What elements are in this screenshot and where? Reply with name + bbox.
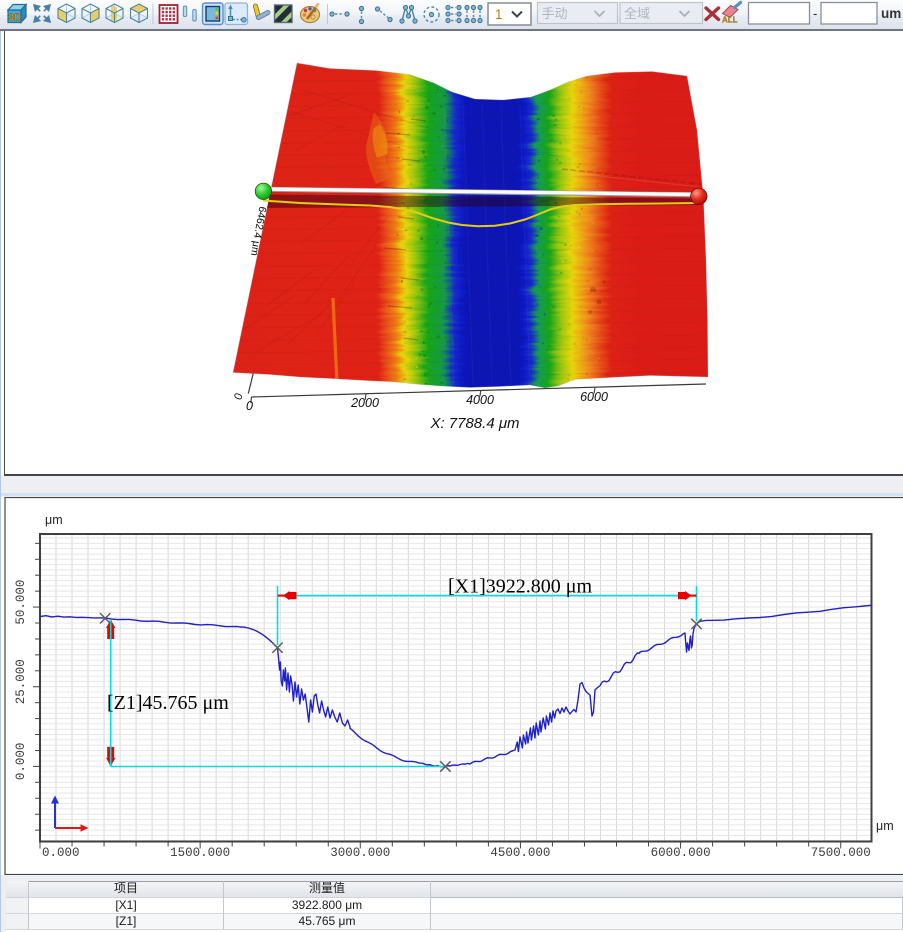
svg-text:[X1]3922.800 μm: [X1]3922.800 μm (448, 576, 592, 598)
svg-text:0: 0 (231, 392, 244, 401)
svg-text:-: - (813, 6, 817, 21)
svg-text:全域: 全域 (624, 6, 650, 21)
svg-text:um: um (881, 6, 901, 21)
svg-text:2000: 2000 (350, 396, 379, 410)
svg-text:4000: 4000 (466, 393, 494, 407)
svg-text:6000: 6000 (580, 390, 608, 404)
svg-text:1500.000: 1500.000 (170, 846, 230, 860)
svg-text:25.000: 25.000 (14, 659, 28, 704)
svg-text:6000.000: 6000.000 (651, 846, 711, 860)
svg-text:0.000: 0.000 (14, 743, 28, 781)
svg-text:7500.000: 7500.000 (811, 846, 871, 860)
svg-text:0.000: 0.000 (42, 846, 80, 860)
svg-text:ALL: ALL (722, 16, 738, 25)
svg-text:1: 1 (495, 7, 503, 22)
svg-text:3000.000: 3000.000 (330, 846, 390, 860)
svg-text:3D: 3D (8, 12, 21, 23)
svg-text:4500.000: 4500.000 (490, 846, 550, 860)
svg-text:μm: μm (45, 513, 63, 527)
svg-text:手动: 手动 (542, 6, 568, 21)
svg-text:[Z1]45.765 μm: [Z1]45.765 μm (107, 692, 229, 714)
svg-text:0: 0 (246, 399, 253, 413)
svg-text:μm: μm (876, 819, 894, 833)
svg-text:X: 7788.4 μm: X: 7788.4 μm (429, 415, 519, 432)
svg-text:50.000: 50.000 (14, 580, 28, 625)
